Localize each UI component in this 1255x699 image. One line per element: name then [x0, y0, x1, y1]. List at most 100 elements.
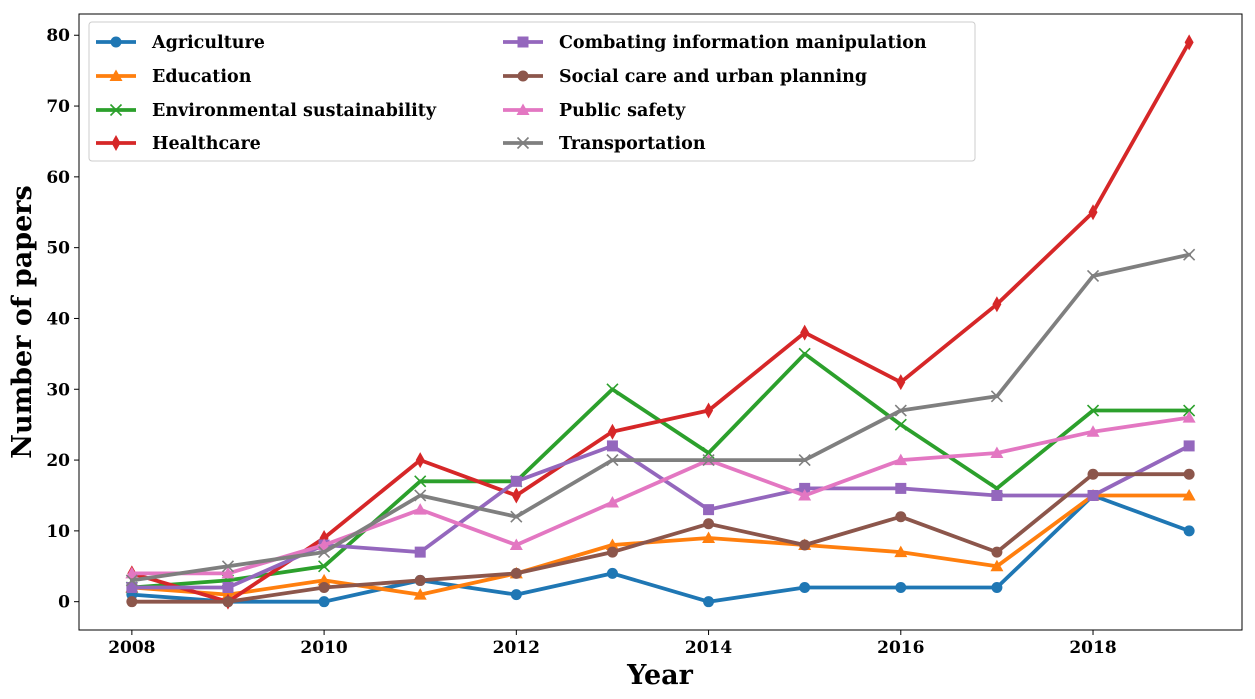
legend-item: Environmental sustainability	[96, 101, 437, 121]
data-point	[511, 487, 521, 504]
data-point	[318, 546, 331, 559]
legend-label: Transportation	[559, 134, 706, 154]
data-point	[509, 538, 523, 551]
legend-item: Combating information manipulation	[503, 33, 927, 53]
data-point	[126, 582, 138, 594]
data-point	[414, 546, 426, 558]
legend-label: Combating information manipulation	[559, 33, 927, 53]
x-tick-label: 2012	[493, 638, 540, 658]
data-point	[1183, 404, 1196, 417]
data-point	[1182, 488, 1196, 501]
legend-item: Healthcare	[96, 134, 261, 154]
data-point	[1183, 440, 1195, 452]
legend-label: Agriculture	[151, 33, 265, 53]
data-point	[991, 546, 1003, 558]
data-point	[702, 531, 716, 543]
data-point	[1183, 468, 1195, 480]
data-point	[607, 423, 617, 440]
y-tick-label: 40	[46, 309, 70, 329]
legend-item: Agriculture	[96, 33, 265, 53]
data-point	[798, 347, 811, 360]
series-line	[129, 493, 1191, 597]
x-axis-title: Year	[626, 660, 694, 691]
series-public-safety	[125, 411, 1196, 579]
data-point	[991, 582, 1003, 594]
data-point	[1184, 34, 1194, 51]
legend-marker	[109, 103, 123, 117]
data-point	[799, 539, 811, 551]
legend-item: Transportation	[503, 134, 706, 154]
y-tick-label: 70	[46, 97, 70, 117]
data-point	[318, 596, 330, 608]
plot-frame	[78, 13, 1243, 631]
y-axis-ticks: 0 10 20 30 40 50 60 70 80	[46, 26, 79, 613]
x-axis-ticks: 2008 2010 2012 2014 2016 2018	[108, 630, 1117, 658]
series-line	[129, 415, 1191, 576]
legend-marker	[516, 103, 530, 115]
y-tick-label: 0	[58, 593, 70, 613]
data-point	[895, 582, 907, 594]
data-point	[703, 504, 715, 516]
data-point	[510, 510, 523, 523]
legend-label: Environmental sustainability	[152, 101, 437, 121]
legend-marker	[517, 70, 529, 82]
data-point	[605, 496, 619, 508]
data-point	[703, 596, 715, 608]
series-line	[129, 443, 1191, 590]
data-point	[126, 596, 138, 608]
data-point	[896, 374, 906, 391]
data-point	[510, 589, 522, 601]
data-point	[221, 560, 235, 573]
legend-marker	[111, 135, 121, 151]
data-point	[606, 454, 619, 467]
series-social-care-and-urban-planning	[126, 468, 1195, 608]
data-point	[990, 559, 1004, 572]
legend-marker	[109, 69, 123, 81]
data-point	[606, 383, 619, 396]
y-tick-label: 60	[46, 168, 70, 188]
x-tick-label: 2010	[300, 638, 347, 658]
series-line	[129, 252, 1191, 583]
data-point	[798, 488, 812, 501]
series-line	[129, 493, 1191, 604]
data-point	[1087, 489, 1099, 501]
data-point	[317, 573, 331, 586]
data-point	[704, 402, 714, 419]
data-point	[222, 596, 234, 608]
data-point	[605, 538, 619, 551]
data-point	[222, 582, 234, 594]
y-tick-label: 20	[46, 451, 70, 471]
legend-marker	[517, 36, 529, 48]
data-point	[413, 588, 427, 600]
data-point	[1086, 269, 1100, 283]
data-point	[894, 418, 907, 431]
data-point	[125, 566, 139, 579]
x-tick-label: 2008	[108, 638, 155, 658]
data-point	[895, 482, 907, 494]
data-point	[318, 560, 331, 573]
data-point	[1183, 248, 1196, 261]
data-point	[125, 574, 138, 587]
y-tick-label: 30	[46, 380, 70, 400]
data-point	[1086, 425, 1100, 437]
legend-box	[88, 21, 976, 162]
data-point	[415, 452, 425, 469]
data-point	[1183, 525, 1195, 537]
data-point	[1182, 411, 1196, 423]
data-point	[894, 545, 908, 558]
legend-marker	[110, 36, 122, 48]
data-point	[1086, 404, 1100, 417]
data-point	[510, 475, 522, 487]
data-point	[1088, 204, 1098, 221]
legend-item: Social care and urban planning	[503, 67, 867, 87]
series-layer	[125, 34, 1196, 610]
data-point	[703, 518, 715, 530]
data-point	[799, 482, 811, 494]
legend-label: Healthcare	[152, 134, 261, 154]
data-point	[317, 538, 331, 551]
legend-marker	[516, 136, 530, 150]
data-point	[702, 454, 715, 467]
data-point	[798, 454, 811, 467]
data-point	[894, 453, 908, 466]
